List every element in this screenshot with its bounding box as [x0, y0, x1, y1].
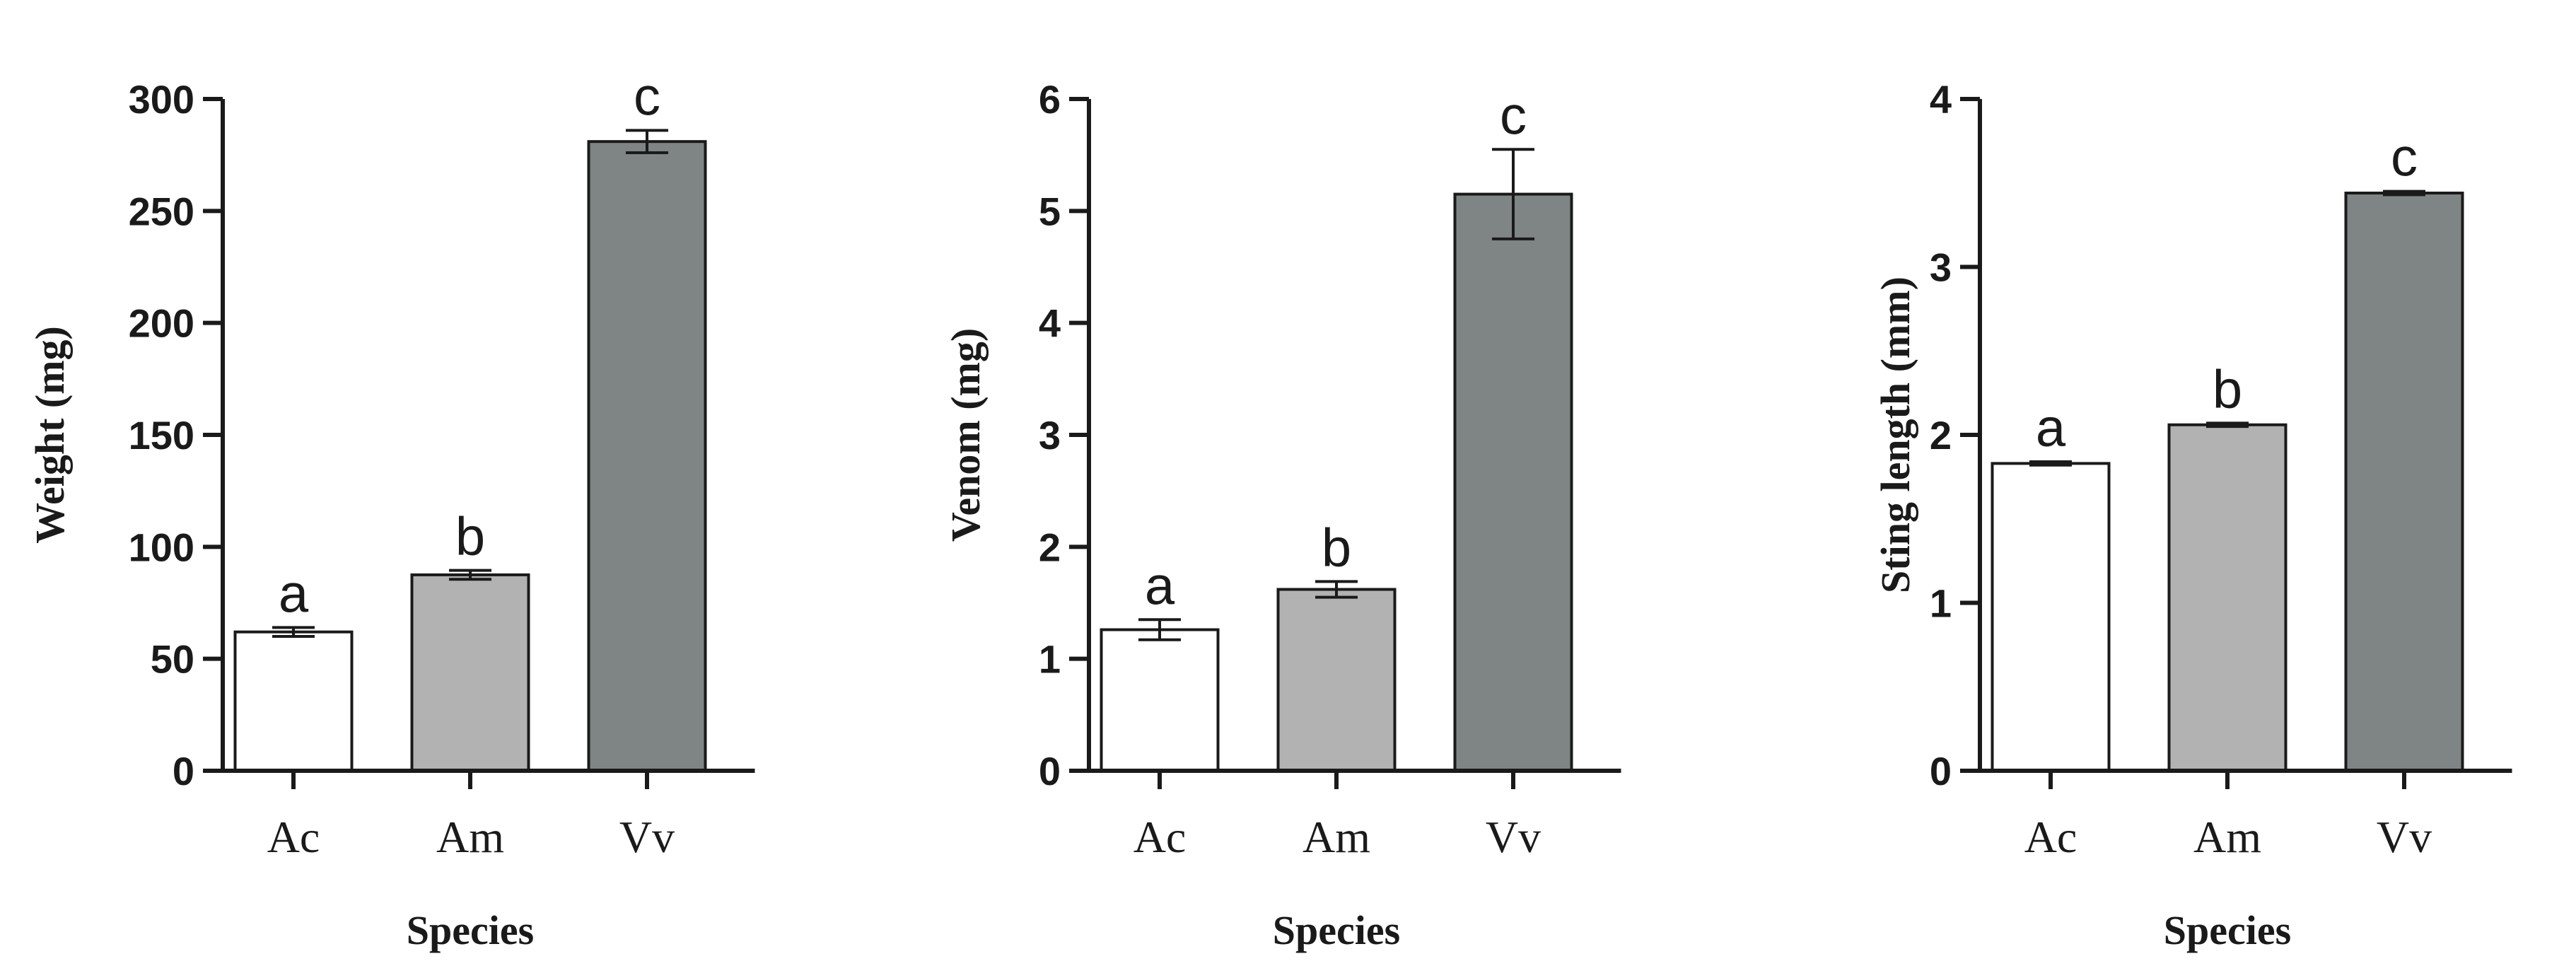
chart-panel-sting-length: a Ac b Am c Vv 0 1 2 3 4 Sting length (mm) Species — [1872, 77, 2512, 953]
chart-panel-weight: a Ac b Am c Vv 0 50 100 150 200 250 300 Weight (mg) Sp… — [27, 66, 755, 953]
sting-length-category-label-am: Am — [2193, 812, 2261, 862]
sting-length-significance-label-ac: a — [2036, 398, 2066, 458]
venom-y-tick-label-2: 2 — [1039, 525, 1061, 569]
weight-category-label-ac: Ac — [267, 812, 320, 862]
venom-y-tick-label-0: 0 — [1039, 749, 1061, 793]
venom-category-label-am: Am — [1302, 812, 1370, 862]
venom-significance-label-ac: a — [1145, 556, 1175, 616]
weight-y-tick-label-250: 250 — [129, 189, 194, 233]
weight-error-bar-vv — [626, 129, 668, 154]
venom-x-axis-title: Species — [1273, 907, 1400, 953]
venom-category-label-ac: Ac — [1133, 812, 1187, 862]
sting-length-bar-am — [2167, 423, 2287, 772]
sting-length-y-tick-label-0: 0 — [1930, 749, 1952, 793]
sting-length-y-tick-label-2: 2 — [1930, 413, 1952, 458]
weight-significance-label-ac: a — [279, 564, 309, 624]
venom-bar-ac — [1100, 628, 1220, 772]
sting-length-error-bar-am — [2206, 421, 2249, 429]
weight-y-tick-label-50: 50 — [151, 637, 194, 682]
venom-y-tick-label-5: 5 — [1039, 189, 1061, 233]
venom-significance-label-vv: c — [1500, 86, 1527, 146]
sting-length-y-tick-label-1: 1 — [1930, 581, 1952, 626]
weight-y-tick-label-300: 300 — [129, 77, 194, 122]
weight-error-bar-am — [449, 569, 491, 581]
weight-category-label-vv: Vv — [619, 812, 675, 862]
venom-y-tick-label-3: 3 — [1039, 413, 1061, 458]
venom-error-bar-vv — [1492, 148, 1534, 240]
weight-y-axis-title: Weight (mg) — [27, 326, 73, 544]
weight-category-label-am: Am — [436, 812, 504, 862]
venom-y-tick-label-6: 6 — [1039, 77, 1061, 122]
weight-bar-vv — [587, 140, 707, 772]
venom-significance-label-am: b — [1322, 518, 1351, 578]
venom-error-bar-ac — [1138, 618, 1181, 641]
sting-length-significance-label-am: b — [2213, 359, 2242, 419]
weight-y-tick-label-150: 150 — [129, 413, 194, 458]
weight-bar-ac — [233, 630, 354, 773]
venom-y-tick-label-1: 1 — [1039, 637, 1061, 682]
weight-y-tick-label-100: 100 — [129, 525, 194, 569]
weight-x-axis-title: Species — [407, 907, 534, 953]
chart-panel-venom: a Ac b Am c Vv 0 1 2 3 4 5 6 Venom (mg) Species — [943, 77, 1621, 953]
sting-length-error-bar-ac — [2029, 460, 2072, 467]
weight-significance-label-am: b — [455, 507, 485, 567]
weight-error-bar-ac — [272, 626, 315, 638]
weight-y-tick-label-200: 200 — [129, 301, 194, 346]
weight-significance-label-vv: c — [634, 66, 660, 127]
venom-bar-vv — [1453, 192, 1573, 773]
sting-length-y-tick-label-4: 4 — [1930, 77, 1952, 122]
weight-bar-am — [410, 573, 530, 773]
sting-length-y-tick-label-3: 3 — [1930, 245, 1952, 290]
sting-length-bar-ac — [1991, 462, 2111, 772]
venom-category-label-vv: Vv — [1486, 812, 1541, 862]
sting-length-error-bar-vv — [2383, 190, 2425, 197]
venom-y-tick-label-4: 4 — [1039, 301, 1061, 346]
venom-error-bar-am — [1315, 580, 1358, 599]
venom-y-axis-title: Venom (mg) — [943, 328, 989, 542]
sting-length-y-axis-title: Sting length (mm) — [1872, 276, 1918, 593]
sting-length-x-axis-title: Species — [2164, 907, 2291, 953]
sting-length-category-label-vv: Vv — [2377, 812, 2432, 862]
sting-length-significance-label-vv: c — [2391, 128, 2418, 188]
sting-length-bar-vv — [2344, 192, 2464, 772]
weight-y-tick-label-0: 0 — [173, 749, 194, 793]
venom-bar-am — [1276, 588, 1397, 772]
sting-length-category-label-ac: Ac — [2024, 812, 2077, 862]
